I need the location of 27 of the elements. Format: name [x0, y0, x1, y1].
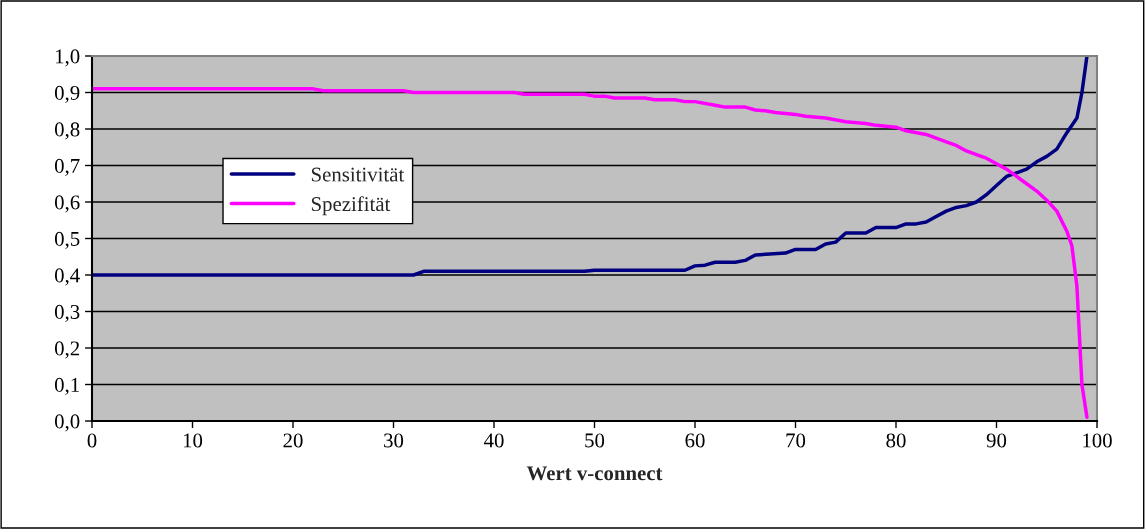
x-tick-label: 100 [1083, 433, 1112, 448]
y-tick-label: 0,0 [54, 414, 80, 432]
x-tick-label: 20 [283, 433, 303, 448]
y-tick-label: 0,3 [54, 304, 80, 322]
y-tick-label: 0,9 [54, 85, 80, 103]
y-tick-label: 1,0 [55, 49, 80, 67]
x-tick-label: 0 [87, 433, 97, 448]
x-axis-title: Wert v-connect [526, 466, 663, 481]
x-tick-label: 70 [786, 433, 806, 448]
y-tick-label: 0,1 [54, 377, 79, 395]
y-tick-label: 0,7 [54, 158, 80, 176]
y-tick-label: 0,8 [54, 122, 80, 140]
y-tick-label: 0,2 [54, 341, 80, 359]
y-tick-label: 0,5 [54, 231, 80, 249]
legend-label: Spezifität [311, 196, 391, 216]
y-tick-label: 0,4 [54, 268, 80, 286]
x-tick-label: 40 [483, 433, 504, 448]
line-series [92, 87, 1089, 420]
x-tick-label: 50 [585, 433, 605, 448]
x-tick-label: 30 [384, 433, 404, 448]
x-tick-label: 90 [986, 433, 1007, 448]
legend-label: Sensitivität [311, 167, 405, 182]
x-tick-label: 10 [183, 433, 203, 448]
x-tick-label: 80 [886, 433, 906, 448]
y-tick-label: 0,6 [54, 195, 80, 213]
line-series [92, 56, 1089, 277]
x-tick-label: 60 [685, 433, 705, 448]
